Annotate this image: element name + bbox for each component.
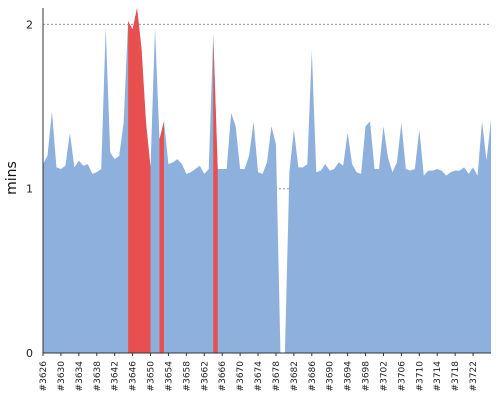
y-tick-label: 2 [26,18,33,31]
x-tick-label: #3638 [93,361,103,392]
duration-area [43,8,491,353]
x-tick-label: #3666 [218,361,228,392]
x-tick-label: #3706 [397,361,407,392]
x-tick-label: #3662 [200,361,210,391]
x-tick-label: #3718 [451,361,461,392]
x-tick-label: #3722 [469,361,479,391]
x-tick-label: #3686 [308,361,318,392]
x-tick-label: #3650 [147,361,157,392]
failed-build-area [159,121,164,353]
x-tick-label: #3690 [326,361,336,392]
x-tick-label: #3674 [254,361,264,392]
axes: 0 1 2 #3626 #3630 #3634 #3638 #3642 #3646 #3650 #3… [26,8,491,391]
y-tick-label: 1 [26,183,33,196]
x-tick-label: #3646 [129,361,139,392]
x-tick-label: #3658 [182,361,192,392]
failed-build-area [213,34,218,353]
x-tick-label: #3626 [39,361,49,392]
y-tick-label: 0 [26,347,33,360]
x-tick-label: #3634 [75,361,85,392]
x-tick-label: #3710 [415,361,425,392]
plot-area [43,8,491,353]
x-tick-label: #3698 [362,361,372,392]
y-axis-title: mins [4,161,20,195]
x-tick-label: #3694 [344,361,354,392]
x-tick-label: #3714 [433,361,443,392]
x-tick-label: #3702 [379,361,389,391]
x-tick-label: #3682 [290,361,300,391]
x-tick-label: #3670 [236,361,246,392]
x-tick-label: #3630 [57,361,67,392]
x-tick-label: #3678 [272,361,282,392]
failed-build-area [128,8,151,353]
x-tick-label: #3642 [111,361,121,391]
x-tick-label: #3654 [164,361,174,392]
